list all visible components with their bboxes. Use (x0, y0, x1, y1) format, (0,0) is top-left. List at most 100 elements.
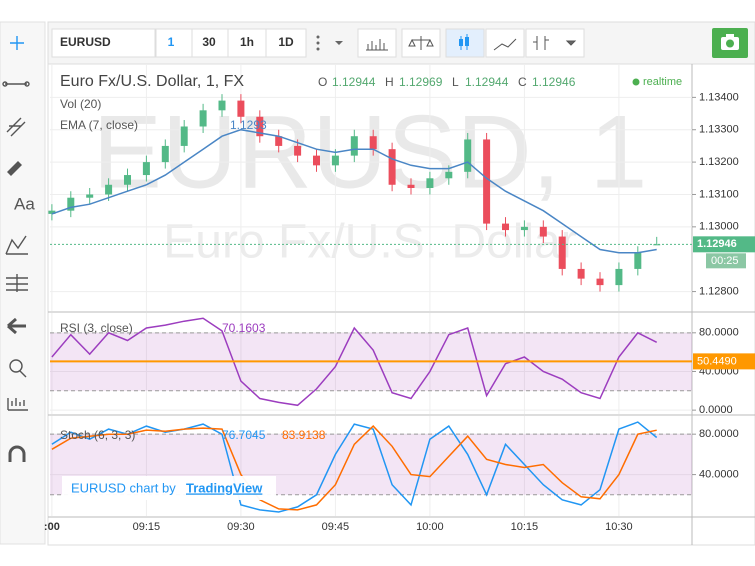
area-button[interactable] (485, 28, 525, 58)
candle-body (350, 136, 358, 156)
candle-body (426, 178, 434, 188)
y-tick-label: 1.13300 (699, 124, 739, 136)
drawing-tools (2, 36, 30, 462)
y-tick-label: 1.13000 (699, 221, 739, 233)
watermark-symbol: EURUSD, 1 (93, 94, 648, 210)
candle-body (388, 149, 396, 185)
candle-body (86, 194, 94, 198)
left-toolbar (0, 21, 46, 545)
candle-body (369, 136, 377, 150)
stoch-legend: Stoch (6, 3, 3) (60, 428, 135, 442)
candle-body (313, 155, 321, 166)
candle-body (483, 139, 491, 224)
interval-button[interactable] (191, 28, 229, 58)
x-tick-label: :00 (44, 521, 60, 533)
text-tool[interactable]: Aa (14, 194, 35, 213)
interval-button[interactable] (155, 28, 193, 58)
candle-body (275, 136, 283, 146)
symbol: EURUSD (60, 35, 111, 49)
ohlc-value: 1.12944 (465, 75, 509, 89)
candle-body (105, 184, 113, 195)
candle-body (407, 184, 415, 188)
series-line (51, 425, 657, 511)
symbol-box[interactable] (51, 28, 156, 58)
toolbar-icons (366, 34, 577, 51)
x-tick-label: 10:00 (416, 521, 444, 533)
candle-body (464, 139, 472, 172)
x-tick-label: 09:30 (227, 521, 255, 533)
countdown: 00:25 (711, 255, 739, 267)
ohlc-value: 1.12944 (332, 75, 376, 89)
series-line (51, 317, 658, 407)
candle-body (294, 145, 302, 156)
candle-body (161, 145, 169, 163)
y-tick-label: 1.13200 (699, 156, 739, 168)
candle-body (67, 197, 75, 211)
level-tag (693, 353, 755, 370)
indicators-button[interactable] (357, 28, 397, 58)
interval-button[interactable] (227, 28, 267, 58)
x-tick-label: 09:45 (322, 521, 350, 533)
candle-body (653, 244, 661, 246)
watermark-description: Euro Fx/U.S. Dollar (163, 216, 576, 269)
y-tick-label: 1.13100 (699, 188, 739, 200)
ohlc-label: L (452, 75, 459, 89)
candle-body (445, 171, 453, 179)
realtime-status: realtime (643, 76, 682, 88)
stoch-k-value: 76.7045 (222, 428, 266, 442)
y-tick-label: 0.0000 (699, 404, 733, 416)
candle-body (256, 116, 264, 137)
branding-text: EURUSD chart by (71, 480, 176, 495)
branding-box (62, 476, 276, 500)
x-tick-label: 10:15 (511, 521, 539, 533)
candle-body (615, 268, 623, 286)
candle-body (48, 210, 56, 214)
candle-body (180, 126, 188, 146)
ohlc-value: 1.12969 (399, 75, 443, 89)
interval: 30 (202, 35, 216, 49)
y-tick-label: 40.0000 (699, 468, 739, 480)
candle-body (539, 226, 547, 237)
candle-body (199, 110, 207, 127)
candle-body (237, 100, 245, 117)
series-line (51, 128, 657, 254)
candle-body (218, 100, 226, 111)
interval: 1 (168, 35, 175, 49)
bars-button[interactable] (525, 28, 585, 58)
ema-legend: EMA (7, close) (60, 118, 138, 132)
ema-legend-value: 1.1293 (230, 118, 267, 132)
volume-legend: Vol (20) (60, 97, 101, 111)
x-tick-label: 09:15 (133, 521, 161, 533)
last-price-tag (693, 236, 755, 253)
camera-lens (726, 39, 734, 48)
ohlc-label: O (318, 75, 327, 89)
candle-body (558, 236, 566, 269)
rsi-legend-value: 70.1603 (222, 321, 266, 335)
legend-title: Euro Fx/U.S. Dollar, 1, FX (60, 73, 244, 90)
countdown-tag (706, 253, 746, 269)
ohlc-label: C (518, 75, 527, 89)
candle-body (502, 223, 510, 231)
branding-link[interactable]: TradingView (186, 480, 263, 495)
y-tick-label: 1.13400 (699, 91, 739, 103)
candle-body (596, 278, 604, 286)
stoch-d-value: 83.9138 (282, 428, 326, 442)
menu-icons (316, 35, 343, 51)
candle-body (142, 162, 150, 176)
candle-body (520, 226, 528, 231)
x-tick-label: 10:30 (605, 521, 633, 533)
ohlc-value: 1.12946 (532, 75, 576, 89)
chart-frame (47, 63, 755, 546)
interval-button[interactable] (265, 28, 307, 58)
interval: 1D (278, 35, 294, 49)
y-tick-label: 1.12800 (699, 285, 739, 297)
y-tick-label: 80.0000 (699, 327, 739, 339)
level-label: 50.4490 (697, 355, 737, 367)
candle-body (123, 175, 131, 185)
last-price-label: 1.12946 (697, 238, 737, 250)
candle-body (634, 252, 642, 269)
rsi-legend: RSI (3, close) (60, 321, 133, 335)
ohlc-label: H (385, 75, 394, 89)
y-tick-label: 80.0000 (699, 428, 739, 440)
